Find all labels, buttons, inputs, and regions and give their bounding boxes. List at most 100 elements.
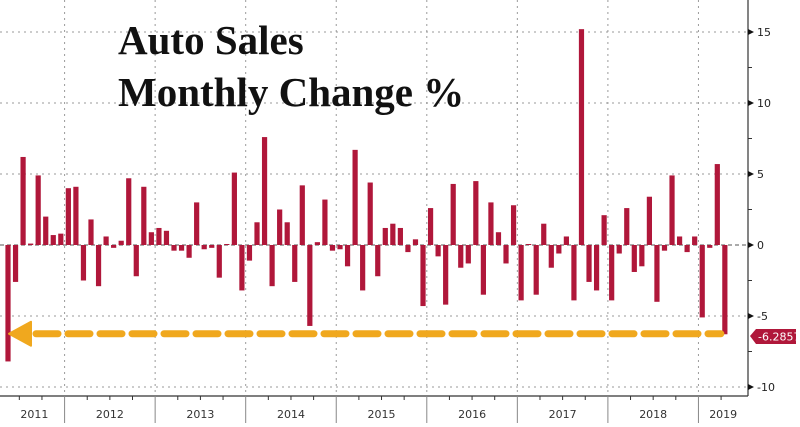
bar xyxy=(684,245,690,253)
bars xyxy=(5,29,728,362)
bar xyxy=(443,245,449,305)
bar xyxy=(518,245,524,301)
last-value-label-background xyxy=(750,329,796,344)
bar xyxy=(133,245,139,277)
bar xyxy=(216,245,222,278)
bar xyxy=(20,156,26,245)
bar xyxy=(307,245,313,326)
bar xyxy=(141,186,147,245)
y-tick-label: 10 xyxy=(757,97,771,110)
bar xyxy=(533,245,539,295)
y-tick-marker xyxy=(748,242,754,248)
bar xyxy=(480,245,486,295)
bar xyxy=(231,172,237,245)
bar xyxy=(654,245,660,302)
x-tick-label: 2015 xyxy=(368,408,396,421)
x-tick-label: 2014 xyxy=(277,408,305,421)
y-axis: 15 10 5 0 -5 -10 xyxy=(747,0,775,396)
bar xyxy=(390,223,396,245)
bar xyxy=(510,205,517,245)
bar xyxy=(118,240,124,245)
bar xyxy=(714,164,720,245)
bar xyxy=(95,245,102,287)
x-tick-label: 2016 xyxy=(458,408,486,421)
bar xyxy=(111,245,117,248)
bar xyxy=(624,208,630,245)
bar xyxy=(646,196,652,245)
bar xyxy=(337,245,343,250)
bar xyxy=(292,245,298,282)
bar xyxy=(450,183,456,245)
bar xyxy=(661,245,668,251)
bar xyxy=(692,236,698,245)
bar xyxy=(246,245,253,261)
bar xyxy=(360,245,366,291)
bar xyxy=(277,209,283,245)
bar xyxy=(201,245,207,250)
bar xyxy=(382,227,388,245)
x-tick-label: 2011 xyxy=(20,408,48,421)
bar xyxy=(103,236,109,245)
y-tick-label: 15 xyxy=(757,26,771,39)
bar xyxy=(80,245,87,281)
y-tick-label: 5 xyxy=(757,168,764,181)
last-value-label: -6.2857 xyxy=(750,329,800,344)
bar xyxy=(344,245,351,267)
chart-title-line-2: Monthly Change % xyxy=(118,69,465,115)
bar xyxy=(616,245,622,254)
y-tick-label: -5 xyxy=(757,310,768,323)
y-tick-marker xyxy=(748,100,754,106)
bar xyxy=(284,222,290,245)
bar xyxy=(58,233,64,245)
bar xyxy=(88,219,94,245)
bar xyxy=(571,245,577,301)
bar xyxy=(254,222,260,245)
bar xyxy=(458,245,464,268)
bar xyxy=(722,245,728,335)
x-tick-label: 2019 xyxy=(709,408,737,421)
bar xyxy=(171,245,177,251)
bar xyxy=(367,182,373,245)
chart-title-line-1: Auto Sales xyxy=(118,17,304,63)
bar xyxy=(35,175,41,245)
bar xyxy=(322,199,328,245)
last-value-label-text: -6.2857 xyxy=(758,331,800,344)
bar xyxy=(269,245,275,287)
bar xyxy=(676,236,683,245)
bar xyxy=(126,178,132,245)
bar xyxy=(578,29,585,245)
bar xyxy=(593,245,600,291)
bar xyxy=(178,245,185,251)
bar xyxy=(186,245,192,258)
x-tick-label: 2018 xyxy=(639,408,667,421)
x-tick-label: 2012 xyxy=(96,408,124,421)
bar xyxy=(601,215,607,245)
bar xyxy=(609,245,615,301)
bar xyxy=(224,244,230,245)
bar xyxy=(435,245,441,257)
bar xyxy=(50,235,56,245)
bar xyxy=(639,245,645,267)
dashed-arrow-annotation xyxy=(8,320,725,347)
bar xyxy=(148,232,154,245)
bar xyxy=(526,244,532,245)
bar xyxy=(412,239,419,245)
bar xyxy=(352,149,358,245)
bar xyxy=(503,245,509,264)
y-tick-marker xyxy=(748,313,754,319)
bar xyxy=(375,245,381,277)
bar xyxy=(488,202,494,245)
x-tick-label: 2017 xyxy=(549,408,577,421)
bar xyxy=(427,208,434,245)
y-tick-label: 0 xyxy=(757,239,764,252)
bar xyxy=(261,137,268,245)
arrow-head xyxy=(8,320,32,347)
bar xyxy=(473,181,479,245)
bar xyxy=(65,188,71,245)
bar xyxy=(495,232,502,245)
bar xyxy=(586,245,592,282)
bar xyxy=(5,245,11,362)
x-axis: 2011 2012 2013 2014 2015 2016 2017 2018 2019 xyxy=(0,395,748,423)
bar xyxy=(314,242,320,245)
